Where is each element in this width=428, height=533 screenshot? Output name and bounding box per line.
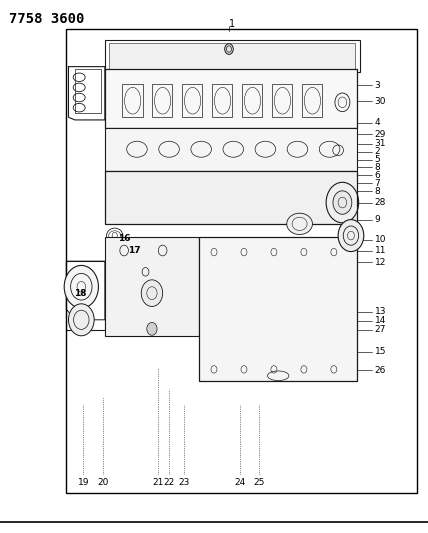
- Bar: [105, 69, 357, 128]
- Text: 8: 8: [374, 163, 380, 172]
- Circle shape: [147, 322, 157, 335]
- Ellipse shape: [287, 213, 312, 235]
- Text: 16: 16: [118, 234, 130, 243]
- Bar: [182, 84, 202, 117]
- Text: 15: 15: [374, 348, 386, 356]
- Text: 26: 26: [374, 366, 386, 375]
- Text: 27: 27: [374, 326, 386, 334]
- Text: 22: 22: [163, 478, 175, 487]
- Text: 21: 21: [153, 478, 164, 487]
- Circle shape: [333, 191, 352, 214]
- Text: 14: 14: [374, 317, 386, 325]
- Bar: [199, 237, 357, 381]
- Text: 11: 11: [374, 246, 386, 255]
- Text: 25: 25: [253, 478, 265, 487]
- Circle shape: [141, 280, 163, 306]
- Text: 30: 30: [374, 97, 386, 106]
- Bar: [302, 84, 322, 117]
- Bar: [105, 237, 199, 336]
- Bar: [75, 69, 101, 113]
- Bar: [105, 171, 357, 224]
- Text: 29: 29: [374, 130, 386, 139]
- Text: 4: 4: [374, 118, 380, 127]
- Text: 12: 12: [374, 258, 386, 266]
- Bar: [272, 84, 292, 117]
- Bar: [109, 43, 355, 69]
- Bar: [105, 40, 360, 72]
- Circle shape: [225, 44, 233, 54]
- Text: 31: 31: [374, 140, 386, 148]
- Text: 7758 3600: 7758 3600: [9, 12, 84, 26]
- Text: 7: 7: [374, 179, 380, 188]
- Bar: [152, 84, 172, 117]
- Text: 17: 17: [128, 246, 141, 255]
- Text: 20: 20: [97, 478, 108, 487]
- Bar: [105, 224, 357, 381]
- Text: 23: 23: [178, 478, 190, 487]
- Text: 24: 24: [234, 478, 245, 487]
- Text: 13: 13: [374, 308, 386, 316]
- Text: 10: 10: [374, 236, 386, 244]
- Bar: [242, 84, 262, 117]
- Bar: [122, 84, 143, 117]
- Text: 3: 3: [374, 81, 380, 90]
- Text: 1: 1: [229, 19, 235, 29]
- Bar: [66, 29, 417, 493]
- Text: 18: 18: [74, 289, 86, 297]
- Text: 5: 5: [374, 156, 380, 164]
- Text: 9: 9: [374, 215, 380, 224]
- Circle shape: [64, 265, 98, 308]
- Circle shape: [68, 304, 94, 336]
- Text: 2: 2: [374, 148, 380, 156]
- Circle shape: [338, 220, 364, 252]
- Text: 19: 19: [78, 478, 89, 487]
- Circle shape: [112, 232, 117, 239]
- Bar: [105, 128, 357, 171]
- Text: 28: 28: [374, 198, 386, 207]
- Text: 6: 6: [374, 171, 380, 180]
- Bar: [212, 84, 232, 117]
- Text: 8: 8: [374, 187, 380, 196]
